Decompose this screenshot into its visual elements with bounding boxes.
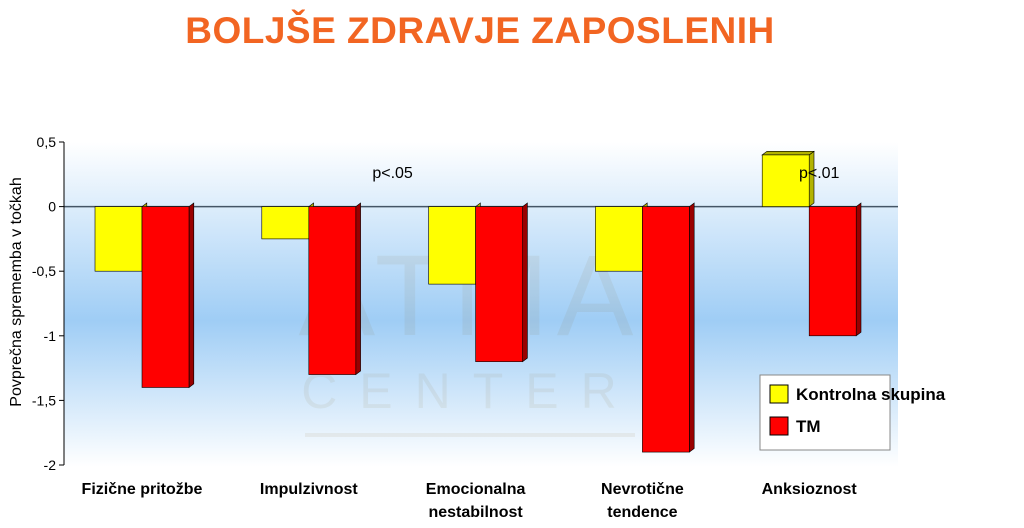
legend-label: TM	[796, 417, 821, 436]
category-label: nestabilnost	[428, 504, 523, 521]
tm-bar	[808, 202, 862, 337]
kontrolna-bar	[761, 150, 815, 208]
kontrolna-bar	[428, 202, 481, 285]
tm-bar-side	[689, 202, 695, 453]
kontrolna-bar	[261, 202, 314, 240]
y-axis-label: Povprečna sprememba v točkah	[8, 177, 25, 406]
category-label: tendence	[607, 504, 677, 521]
y-tick-label: -1	[44, 328, 57, 344]
tm-bar-front	[141, 206, 190, 388]
page-title: BOLJŠE ZDRAVJE ZAPOSLENIH	[185, 10, 775, 51]
tm-bar-side	[855, 202, 862, 337]
tm-bar	[308, 202, 361, 376]
tm-bar-side	[188, 202, 195, 389]
category-label: Anksioznost	[762, 481, 858, 498]
legend-swatch	[769, 416, 789, 436]
category-label: Fizične pritožbe	[82, 481, 203, 498]
y-tick-label: 0,5	[37, 134, 57, 150]
tm-bar	[475, 202, 528, 363]
tm-bar-front	[308, 206, 357, 375]
y-tick-label: -1,5	[32, 392, 56, 408]
tm-bar-front	[808, 206, 857, 337]
y-tick-label: -0,5	[32, 263, 56, 279]
significance-label: p<.01	[799, 165, 840, 182]
tm-bar-side	[522, 202, 528, 363]
kontrolna-bar-front	[261, 206, 310, 240]
legend-swatch	[769, 384, 789, 404]
category-label: Impulzivnost	[260, 481, 358, 498]
kontrolna-bar	[595, 202, 648, 272]
kontrolna-bar-top	[761, 151, 815, 156]
tm-bar	[141, 202, 195, 389]
kontrolna-bar-front	[94, 206, 143, 272]
legend-label: Kontrolna skupina	[796, 385, 946, 404]
y-tick-label: 0	[48, 199, 56, 215]
category-label: Nevrotične	[601, 481, 684, 498]
tm-bar-front	[642, 206, 690, 453]
kontrolna-bar-front	[761, 154, 810, 207]
tm-bar-side	[355, 202, 361, 376]
y-tick-label: -2	[44, 457, 57, 473]
tm-bar-front	[475, 206, 523, 362]
kontrolna-bar-front	[595, 206, 643, 272]
category-label: Emocionalna	[426, 481, 526, 498]
watermark-underline	[305, 433, 635, 437]
kontrolna-bar	[94, 202, 148, 272]
significance-label: p<.05	[372, 165, 413, 182]
tm-bar	[642, 202, 695, 453]
kontrolna-bar-front	[428, 206, 476, 285]
